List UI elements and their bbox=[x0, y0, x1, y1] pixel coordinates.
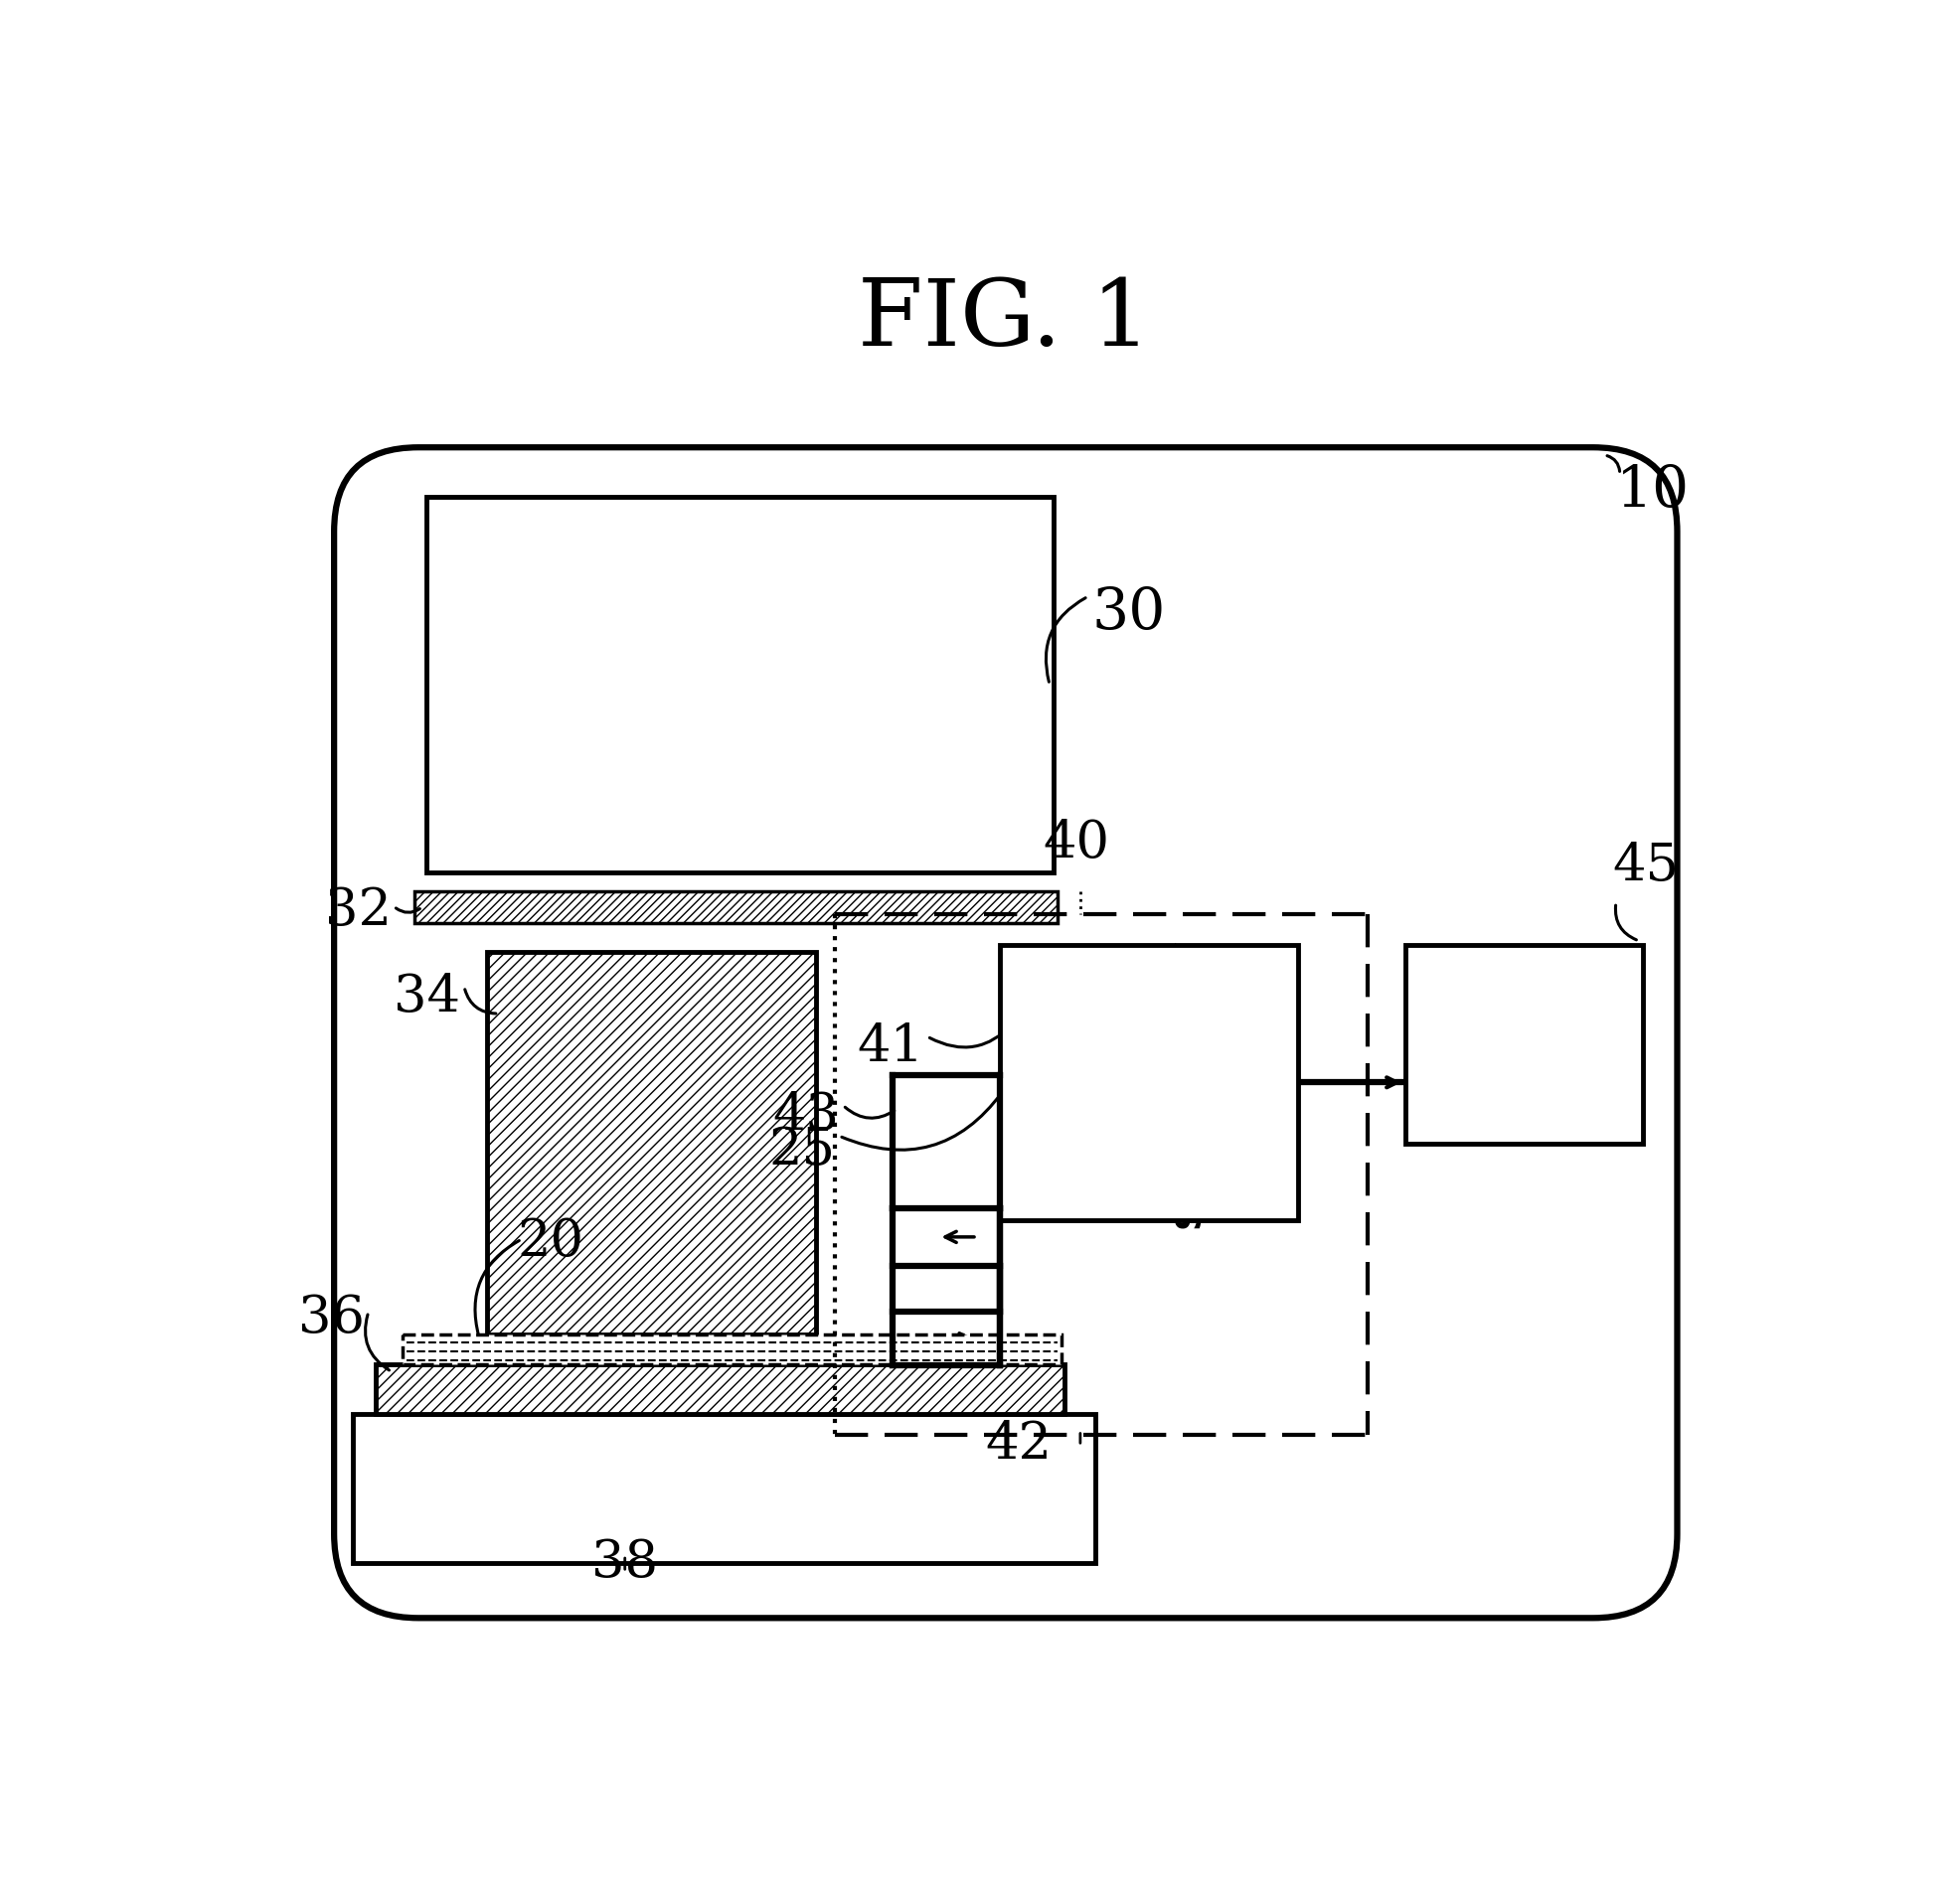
Text: 45: 45 bbox=[1613, 840, 1680, 891]
Text: FIG. 1: FIG. 1 bbox=[858, 274, 1151, 365]
Text: 40: 40 bbox=[1043, 817, 1109, 868]
Bar bbox=[488, 953, 815, 1334]
FancyBboxPatch shape bbox=[333, 447, 1678, 1618]
Text: LIQUID: LIQUID bbox=[1460, 1013, 1588, 1045]
Text: DEGASSING: DEGASSING bbox=[1133, 962, 1166, 1188]
Bar bbox=[1000, 945, 1298, 1219]
Text: SECTION: SECTION bbox=[1443, 1069, 1605, 1103]
Text: 30: 30 bbox=[1092, 584, 1166, 641]
Text: 34: 34 bbox=[394, 971, 461, 1022]
Text: 10: 10 bbox=[1615, 462, 1690, 519]
Bar bbox=[353, 1413, 1096, 1563]
Bar bbox=[376, 1364, 1064, 1413]
Text: 36: 36 bbox=[298, 1293, 365, 1343]
Bar bbox=[404, 1334, 1060, 1364]
Text: 20: 20 bbox=[517, 1216, 584, 1266]
Bar bbox=[1405, 945, 1642, 1144]
Text: 41: 41 bbox=[857, 1020, 923, 1071]
Text: 38: 38 bbox=[592, 1537, 659, 1588]
Text: SUPPLYING: SUPPLYING bbox=[1421, 1041, 1629, 1075]
Text: 43: 43 bbox=[772, 1090, 839, 1141]
Text: 25: 25 bbox=[768, 1124, 835, 1174]
Text: 32: 32 bbox=[325, 885, 392, 936]
Bar bbox=[425, 498, 1053, 872]
Text: 42: 42 bbox=[986, 1419, 1053, 1469]
Text: SECTION BODY: SECTION BODY bbox=[1174, 941, 1207, 1231]
Bar bbox=[414, 891, 1056, 923]
